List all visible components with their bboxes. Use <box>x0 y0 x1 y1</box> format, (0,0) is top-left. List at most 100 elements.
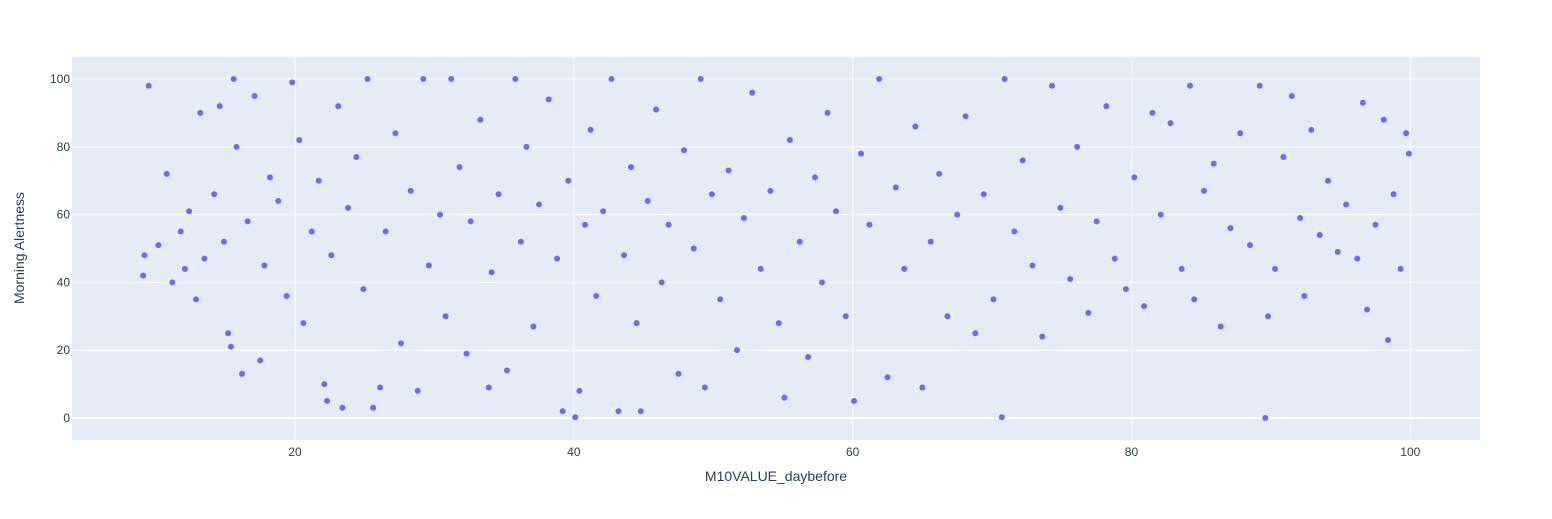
scatter-point <box>884 374 891 381</box>
y-axis-title: Morning Alertness <box>11 192 27 304</box>
scatter-point <box>230 76 237 83</box>
scatter-point <box>523 143 530 150</box>
scatter-point <box>308 228 315 235</box>
scatter-point <box>1246 242 1253 249</box>
scatter-point <box>392 130 399 137</box>
scatter-point <box>220 238 227 245</box>
scatter-point <box>576 387 583 394</box>
scatter-point <box>708 191 715 198</box>
scatter-point <box>1227 225 1234 232</box>
scatter-point <box>554 255 561 262</box>
scatter-point <box>1359 99 1366 106</box>
scatter-point <box>1265 313 1272 320</box>
scatter-point <box>536 201 543 208</box>
scatter-point <box>1364 306 1371 313</box>
scatter-point <box>169 279 176 286</box>
scatter-point <box>812 174 819 181</box>
scatter-point <box>225 330 232 337</box>
scatter-point <box>339 404 346 411</box>
scatter-point <box>912 123 919 130</box>
scatter-point <box>1334 248 1341 255</box>
scatter-point <box>1403 130 1410 137</box>
scatter-point <box>1085 309 1092 316</box>
scatter-point <box>819 279 826 286</box>
scatter-point <box>680 147 687 154</box>
scatter-point <box>701 384 708 391</box>
scatter-point <box>824 109 831 116</box>
scatter-point <box>1297 214 1304 221</box>
scatter-point <box>477 116 484 123</box>
scatter-point <box>140 272 147 279</box>
scatter-point <box>972 330 979 337</box>
scatter-point <box>1103 103 1110 110</box>
scatter-point <box>181 265 188 272</box>
scatter-point <box>420 76 427 83</box>
scatter-point <box>488 269 495 276</box>
scatter-point <box>377 384 384 391</box>
scatter-point <box>495 191 502 198</box>
scatter-point <box>919 384 926 391</box>
scatter-point <box>1237 130 1244 137</box>
x-tick-label: 40 <box>567 445 581 459</box>
scatter-point <box>1256 82 1263 89</box>
scatter-point <box>315 177 322 184</box>
scatter-point <box>1210 160 1217 167</box>
scatter-point <box>463 350 470 357</box>
scatter-point <box>266 174 273 181</box>
scatter-point <box>998 414 1005 421</box>
scatter-point <box>289 79 296 86</box>
x-tick-label: 80 <box>1125 445 1139 459</box>
scatter-point <box>1301 292 1308 299</box>
scatter-point <box>227 343 234 350</box>
scatter-point <box>1131 174 1138 181</box>
scatter-point <box>876 76 883 83</box>
grid-lines <box>72 57 1480 440</box>
scatter-point <box>637 408 644 415</box>
scatter-point <box>786 137 793 144</box>
scatter-point <box>545 96 552 103</box>
scatter-point <box>1093 218 1100 225</box>
scatter-point <box>990 296 997 303</box>
scatter-point <box>1141 303 1148 310</box>
scatter-point <box>216 103 223 110</box>
scatter-point <box>1372 221 1379 228</box>
scatter-point <box>901 265 908 272</box>
scatter-point <box>425 262 432 269</box>
y-tick-label: 80 <box>57 140 71 154</box>
scatter-point <box>944 313 951 320</box>
scatter-point <box>360 286 367 293</box>
y-tick-label: 40 <box>57 275 71 289</box>
scatter-point <box>767 187 774 194</box>
x-tick-label: 60 <box>846 445 860 459</box>
scatter-point <box>565 177 572 184</box>
scatter-point <box>1049 82 1056 89</box>
scatter-point <box>275 198 282 205</box>
scatter-point <box>364 76 371 83</box>
scatter-point <box>407 187 414 194</box>
scatter-point <box>936 170 943 177</box>
scatter-point <box>658 279 665 286</box>
scatter-point <box>1001 76 1008 83</box>
scatter-point <box>725 167 732 174</box>
scatter-point <box>397 340 404 347</box>
scatter-point <box>1167 120 1174 127</box>
scatter-point <box>1157 211 1164 218</box>
scatter-point <box>324 398 331 405</box>
scatter-point <box>842 313 849 320</box>
y-tick-label: 20 <box>57 343 71 357</box>
scatter-point <box>448 76 455 83</box>
scatter-point <box>749 89 756 96</box>
scatter-point <box>353 153 360 160</box>
scatter-point <box>653 106 660 113</box>
scatter-point <box>163 170 170 177</box>
scatter-point <box>615 408 622 415</box>
scatter-point <box>675 370 682 377</box>
scatter-point <box>1111 255 1118 262</box>
scatter-point <box>1029 262 1036 269</box>
scatter-point <box>503 367 510 374</box>
scatter-point <box>927 238 934 245</box>
scatter-point <box>1039 333 1046 340</box>
scatter-point <box>733 347 740 354</box>
scatter-point <box>1405 150 1412 157</box>
scatter-point <box>328 252 335 259</box>
